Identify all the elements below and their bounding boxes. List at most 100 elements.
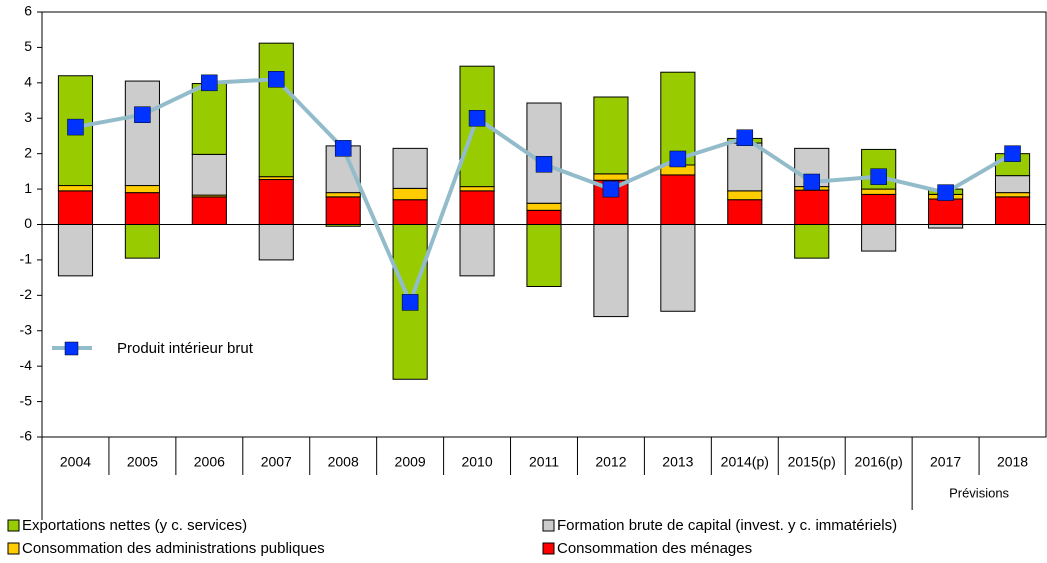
bar-segment [459, 190, 495, 226]
legend-label: Exportations nettes (y c. services) [22, 517, 247, 534]
bar-segment [660, 71, 696, 166]
x-tick-label: 2014(p) [721, 454, 769, 470]
bar-segment [459, 224, 495, 277]
legend-marker [64, 341, 79, 356]
bar-segment [191, 196, 227, 225]
legend-label: Consommation des ménages [557, 540, 752, 557]
x-tick-label: 2013 [662, 454, 693, 470]
bar-segment [325, 196, 361, 225]
x-tick-label: 2011 [529, 454, 559, 470]
line-marker [937, 184, 954, 201]
line-marker [334, 140, 352, 157]
y-tick-label: -5 [20, 392, 33, 408]
legend-swatch [542, 542, 555, 555]
bar-segment [191, 83, 227, 155]
legend-swatch [542, 519, 555, 532]
bar-segment [660, 224, 696, 312]
y-tick-label: 4 [24, 74, 32, 90]
bar-segment [861, 188, 897, 195]
legend-label: Formation brute de capital (invest. y c.… [557, 517, 897, 534]
plot-frame [41, 11, 1047, 438]
annotation: Prévisions [949, 485, 1009, 500]
line-marker [1004, 145, 1021, 162]
bar-segment [727, 190, 763, 201]
bar-segment [593, 96, 629, 175]
bar-segment [526, 209, 562, 225]
bar-segment [57, 224, 94, 277]
y-tick-label: -1 [20, 251, 33, 267]
bar-segment [593, 173, 629, 181]
bar-segment [994, 192, 1031, 198]
bar-segment [124, 185, 160, 194]
y-tick-label: 5 [24, 38, 32, 54]
bar-segment [727, 142, 763, 192]
legend-swatch [7, 519, 20, 532]
legend-label: Consommation des administrations publiqu… [22, 540, 325, 557]
y-tick-label: -6 [20, 428, 33, 444]
line-marker [535, 156, 553, 173]
bar-segment [392, 187, 428, 201]
bar-segment [660, 174, 696, 226]
y-tick-label: 6 [24, 3, 32, 19]
bar-segment [57, 185, 94, 192]
bar-segment [727, 199, 763, 225]
legend-label: Produit intérieur brut [117, 340, 254, 357]
y-tick-label: 1 [24, 180, 32, 196]
line-marker [268, 71, 285, 88]
bar-segment [258, 224, 294, 261]
legend-swatch [7, 542, 20, 555]
bar-segment [325, 192, 361, 198]
bar-segment [526, 202, 562, 211]
x-tick-label: 2005 [127, 454, 158, 470]
bar-segment [593, 224, 629, 318]
bar-segment [459, 186, 495, 192]
x-tick-label: 2010 [461, 454, 492, 470]
bar-segment [994, 196, 1031, 225]
x-tick-label: 2017 [930, 454, 961, 470]
x-tick-label: 2009 [395, 454, 426, 470]
y-tick-label: 3 [24, 109, 32, 125]
bar-segment [258, 42, 294, 178]
x-tick-label: 2015(p) [788, 454, 836, 470]
x-tick-label: 2012 [595, 454, 626, 470]
y-tick-label: -3 [20, 321, 33, 337]
line-marker [803, 173, 820, 191]
x-tick-label: 2008 [328, 454, 359, 470]
bar-segment [928, 198, 964, 225]
line-marker [67, 118, 84, 136]
x-tick-label: 2016(p) [855, 454, 903, 470]
bar-segment [794, 189, 830, 225]
line-marker [134, 106, 151, 123]
bar-segment [124, 80, 160, 187]
bar-segment [526, 224, 562, 287]
bar-segment [861, 224, 897, 252]
line-marker [870, 168, 887, 185]
line-marker [401, 294, 419, 311]
bar-segment [526, 102, 562, 204]
bar-segment [57, 190, 94, 226]
y-tick-label: 2 [24, 144, 32, 160]
line-marker [669, 150, 687, 168]
bar-segment [392, 199, 428, 225]
bar-segment [928, 224, 964, 229]
bar-segment [994, 175, 1031, 194]
bar-segment [124, 192, 160, 225]
line-marker [201, 74, 218, 92]
bar-segment [861, 193, 897, 225]
bar-segment [124, 224, 160, 259]
y-tick-label: 0 [24, 215, 32, 231]
line-marker [468, 110, 486, 127]
x-tick-label: 2004 [60, 454, 91, 470]
x-tick-label: 2006 [194, 454, 225, 470]
x-tick-label: 2007 [261, 454, 292, 470]
bar-segment [794, 224, 830, 259]
y-tick-label: -2 [20, 286, 33, 302]
bar-segment [258, 179, 294, 225]
line-marker [736, 129, 754, 146]
bar-segment [392, 147, 428, 189]
line-marker [602, 180, 620, 198]
bar-segment [191, 153, 227, 196]
y-tick-label: -4 [20, 357, 33, 373]
x-tick-label: 2018 [997, 454, 1028, 470]
